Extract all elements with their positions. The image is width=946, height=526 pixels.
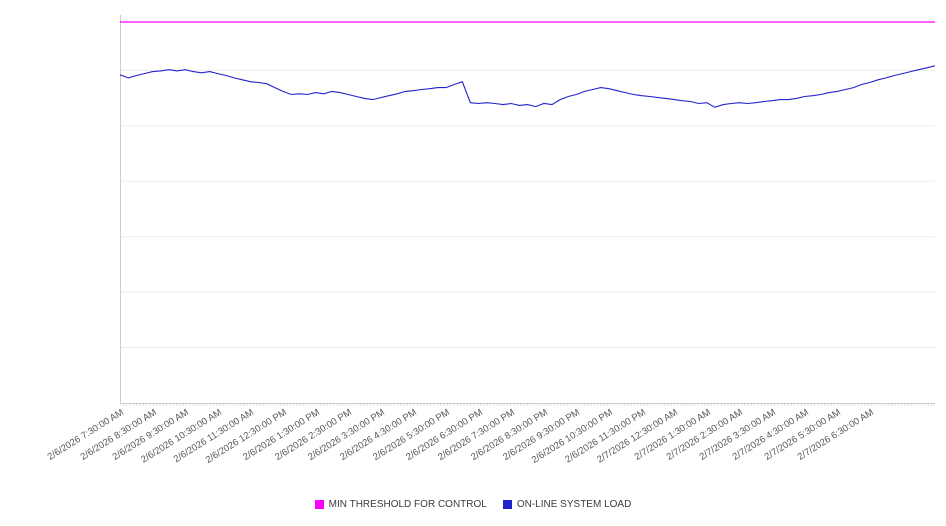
system-load-line <box>120 65 935 108</box>
x-axis-label: 2/7/2026 4:30:00 AM <box>730 407 811 463</box>
x-axis-label: 2/6/2026 10:30:00 AM <box>138 407 224 466</box>
x-axis-label: 2/7/2026 3:30:00 AM <box>697 407 778 463</box>
x-axis-label: 2/6/2026 11:30:00 AM <box>172 407 257 466</box>
x-axis-label: 2/7/2026 2:30:00 AM <box>665 407 746 463</box>
x-axis-label: 2/6/2026 8:30:00 AM <box>78 407 159 463</box>
legend-label-system-load: ON-LINE SYSTEM LOAD <box>516 499 632 510</box>
x-axis-label: 2/6/2026 6:30:00 PM <box>403 407 485 464</box>
x-axis-label: 2/6/2026 3:30:00 PM <box>305 407 387 464</box>
legend-label-min-threshold: MIN THRESHOLD FOR CONTROL <box>328 499 487 510</box>
x-axis-label: 2/6/2026 11:30:00 PM <box>562 407 648 466</box>
x-axis-label: 2/7/2026 6:30:00 AM <box>795 407 876 463</box>
x-axis-label: 2/6/2026 7:30:00 AM <box>45 407 126 463</box>
x-axis-label: 2/6/2026 2:30:00 PM <box>273 407 355 464</box>
legend-item-system-load: ON-LINE SYSTEM LOAD <box>502 499 632 510</box>
legend-swatch-blue-icon <box>502 500 512 509</box>
x-axis-label: 2/6/2026 10:30:00 PM <box>529 407 615 466</box>
x-axis-label: 2/7/2026 1:30:00 AM <box>632 407 713 463</box>
chart-legend: MIN THRESHOLD FOR CONTROL ON-LINE SYSTEM… <box>0 499 946 510</box>
chart-plot-area <box>120 15 935 406</box>
legend-swatch-magenta-icon <box>314 500 324 509</box>
x-axis-label: 2/6/2026 5:30:00 PM <box>371 407 452 464</box>
x-axis-label: 2/6/2026 9:30:00 AM <box>110 407 192 463</box>
x-axis-label: 2/6/2026 4:30:00 PM <box>338 407 420 464</box>
x-axis-label: 2/7/2026 12:30:00 AM <box>595 407 681 466</box>
x-axis-label: 2/6/2026 12:30:00 PM <box>203 407 289 466</box>
x-axis-label: 2/6/2026 1:30:00 PM <box>240 407 322 464</box>
x-axis-label: 2/7/2026 5:30:00 AM <box>762 407 844 463</box>
x-axis-label: 2/6/2026 8:30:00 PM <box>468 407 550 464</box>
x-axis-label: 2/6/2026 9:30:00 PM <box>501 407 583 464</box>
legend-item-min-threshold: MIN THRESHOLD FOR CONTROL <box>314 499 487 510</box>
x-axis-label: 2/6/2026 7:30:00 PM <box>436 407 518 464</box>
